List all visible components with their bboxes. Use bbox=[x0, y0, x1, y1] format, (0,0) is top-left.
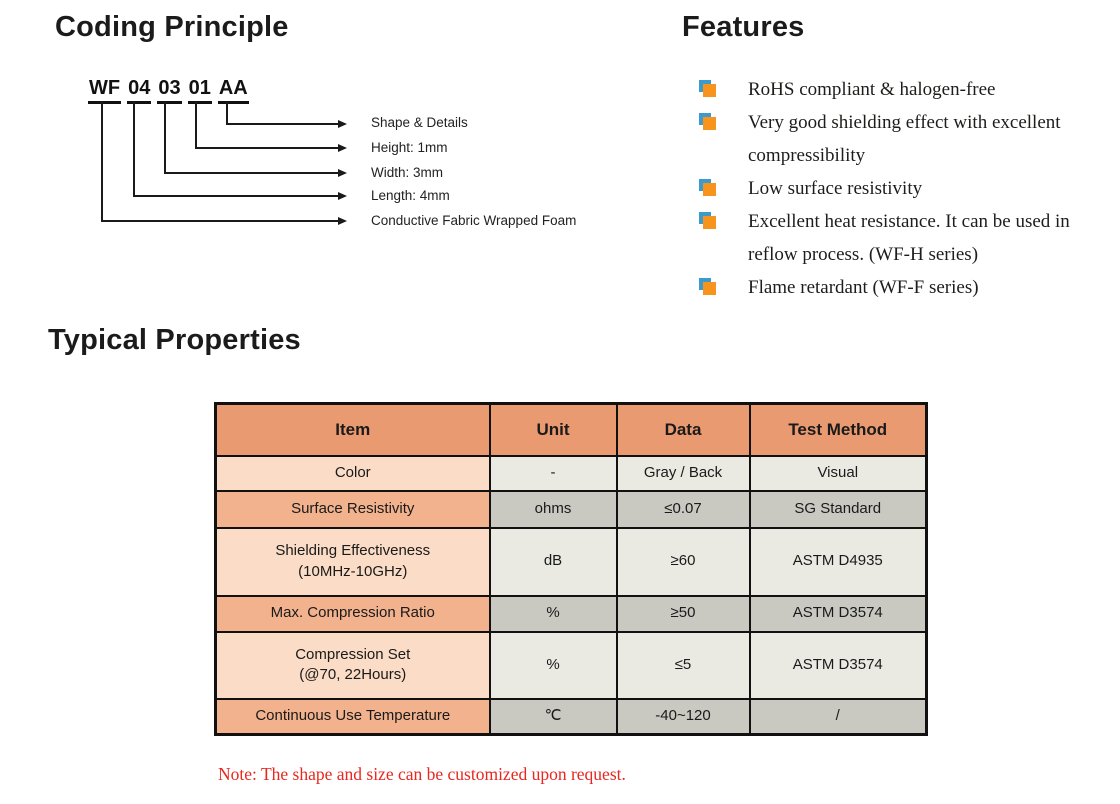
diagram-label-shape: Shape & Details bbox=[371, 115, 468, 130]
feature-item: Low surface resistivity bbox=[699, 172, 1089, 205]
table-row: Shielding Effectiveness (10MHz-10GHz) dB… bbox=[214, 526, 928, 597]
cell-item: Shielding Effectiveness (10MHz-10GHz) bbox=[214, 526, 491, 597]
cell-test-method: Visual bbox=[748, 454, 928, 492]
table-row: Continuous Use Temperature ℃ -40~120 / bbox=[214, 697, 928, 736]
cell-data: ≤0.07 bbox=[615, 489, 751, 529]
cell-unit: ℃ bbox=[488, 697, 618, 736]
table-header-row: Item Unit Data Test Method bbox=[214, 402, 928, 457]
cell-unit: - bbox=[488, 454, 618, 492]
cell-item: Compression Set (@70, 22Hours) bbox=[214, 630, 491, 700]
square-bullet-icon bbox=[699, 80, 717, 98]
table-row: Surface Resistivity ohms ≤0.07 SG Standa… bbox=[214, 489, 928, 529]
code-segment-series: WF bbox=[88, 78, 122, 104]
cell-data: ≥50 bbox=[615, 594, 751, 633]
diagram-label-width: Width: 3mm bbox=[371, 165, 444, 180]
typical-properties-table: Item Unit Data Test Method Color - Gray … bbox=[214, 402, 928, 736]
cell-test-method: ASTM D4935 bbox=[748, 526, 928, 597]
feature-item: Very good shielding effect with excellen… bbox=[699, 106, 1089, 172]
features-title: Features bbox=[682, 11, 805, 43]
header-test-method: Test Method bbox=[748, 402, 928, 457]
cell-test-method: SG Standard bbox=[748, 489, 928, 529]
code-segment-length: 04 bbox=[127, 78, 152, 104]
diagram-label-length: Length: 4mm bbox=[371, 188, 450, 203]
square-bullet-icon bbox=[699, 179, 717, 197]
feature-text: Very good shielding effect with excellen… bbox=[748, 112, 1061, 166]
cell-unit: % bbox=[488, 630, 618, 700]
cell-data: Gray / Back bbox=[615, 454, 751, 492]
square-bullet-icon bbox=[699, 278, 717, 296]
code-segment-shape: AA bbox=[217, 78, 249, 104]
table-row: Color - Gray / Back Visual bbox=[214, 454, 928, 492]
cell-item: Surface Resistivity bbox=[214, 489, 491, 529]
diagram-label-height: Height: 1mm bbox=[371, 140, 448, 155]
feature-text: Excellent heat resistance. It can be use… bbox=[748, 211, 1070, 265]
feature-text: Low surface resistivity bbox=[748, 178, 923, 199]
diagram-label-material: Conductive Fabric Wrapped Foam bbox=[371, 213, 577, 228]
cell-data: ≥60 bbox=[615, 526, 751, 597]
feature-item: RoHS compliant & halogen-free bbox=[699, 73, 1089, 106]
cell-unit: dB bbox=[488, 526, 618, 597]
code-segment-height: 01 bbox=[187, 78, 212, 104]
cell-test-method: / bbox=[748, 697, 928, 736]
feature-item: Excellent heat resistance. It can be use… bbox=[699, 205, 1089, 271]
table-row: Max. Compression Ratio % ≥50 ASTM D3574 bbox=[214, 594, 928, 633]
cell-item: Continuous Use Temperature bbox=[214, 697, 491, 736]
cell-data: ≤5 bbox=[615, 630, 751, 700]
header-unit: Unit bbox=[488, 402, 618, 457]
cell-item: Max. Compression Ratio bbox=[214, 594, 491, 633]
header-data: Data bbox=[615, 402, 751, 457]
cell-test-method: ASTM D3574 bbox=[748, 594, 928, 633]
cell-unit: ohms bbox=[488, 489, 618, 529]
feature-text: RoHS compliant & halogen-free bbox=[748, 79, 996, 100]
cell-item: Color bbox=[214, 454, 491, 492]
feature-item: Flame retardant (WF-F series) bbox=[699, 271, 1089, 304]
square-bullet-icon bbox=[699, 212, 717, 230]
code-segment-width: 03 bbox=[157, 78, 182, 104]
coding-connector-lines bbox=[101, 101, 347, 225]
cell-test-method: ASTM D3574 bbox=[748, 630, 928, 700]
features-list: RoHS compliant & halogen-free Very good … bbox=[699, 73, 1089, 304]
coding-principle-title: Coding Principle bbox=[55, 11, 289, 43]
part-number-code: WF 04 03 01 AA bbox=[88, 78, 249, 104]
cell-unit: % bbox=[488, 594, 618, 633]
table-row: Compression Set (@70, 22Hours) % ≤5 ASTM… bbox=[214, 630, 928, 700]
header-item: Item bbox=[214, 402, 491, 457]
typical-properties-title: Typical Properties bbox=[48, 324, 301, 356]
feature-text: Flame retardant (WF-F series) bbox=[748, 277, 979, 298]
square-bullet-icon bbox=[699, 113, 717, 131]
cell-data: -40~120 bbox=[615, 697, 751, 736]
customization-note: Note: The shape and size can be customiz… bbox=[218, 764, 626, 784]
